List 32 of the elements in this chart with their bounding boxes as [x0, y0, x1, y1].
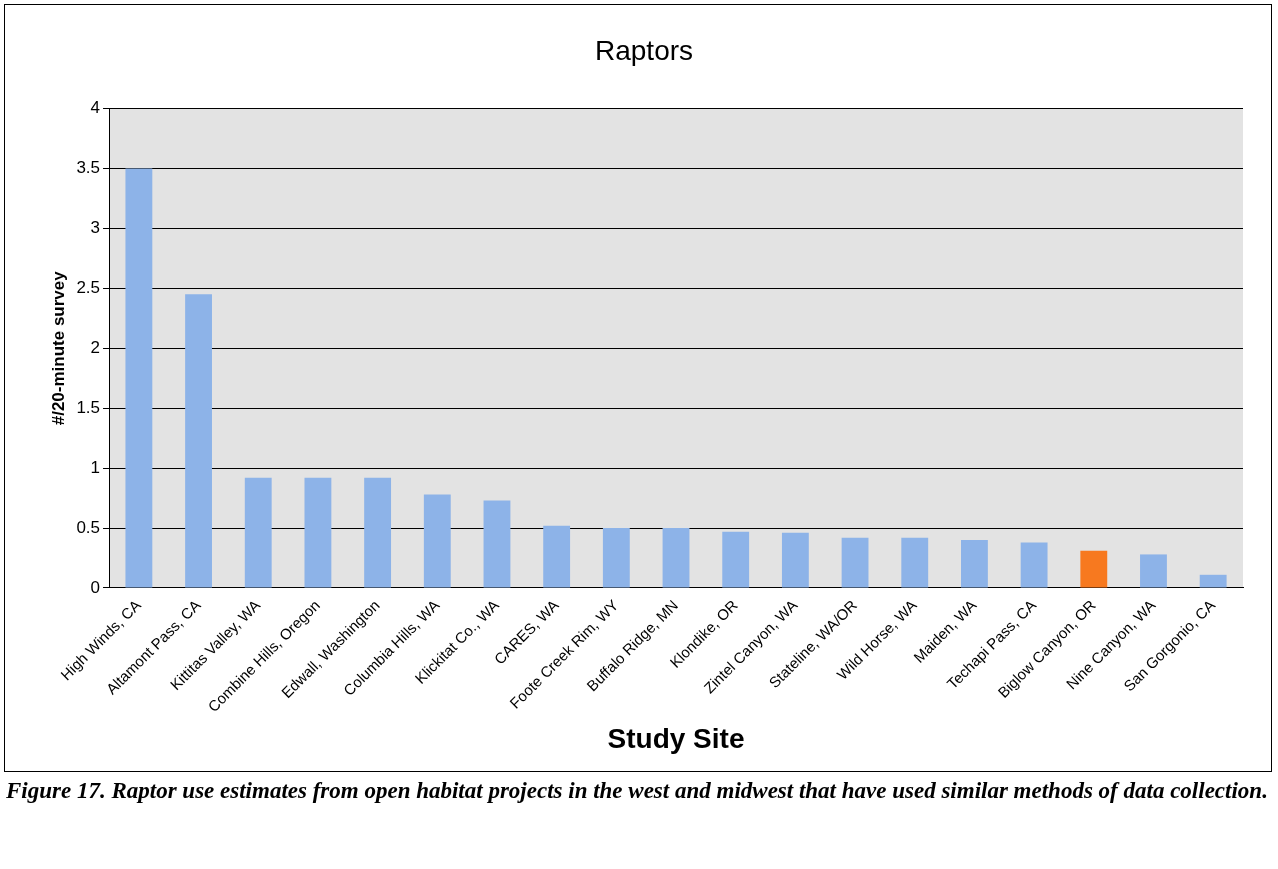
bar [662, 528, 690, 588]
bar [841, 537, 869, 588]
y-tick-label: 4 [90, 98, 101, 118]
y-tick-label: 2 [90, 337, 101, 357]
bar [1140, 554, 1167, 588]
bar [304, 477, 332, 588]
caption: Figure 17. Raptor use estimates from open habitat projects in the west and midwest that have used similar methods of data collection. [6, 778, 1269, 804]
y-tick-label: 1 [90, 457, 101, 477]
chart-title: Raptors [594, 34, 694, 66]
y-tick-label: 0.5 [76, 517, 101, 537]
bar [961, 540, 988, 588]
bar [781, 532, 809, 588]
y-axis-title: #/20-minute survey [48, 270, 68, 426]
y-tick-label: 0 [90, 577, 101, 597]
bar [244, 477, 272, 588]
bar [602, 528, 630, 588]
bar [185, 294, 212, 588]
bar [901, 537, 929, 588]
bar [125, 168, 153, 588]
bar [722, 531, 750, 588]
y-tick-label: 3 [90, 218, 101, 238]
bar [543, 525, 571, 588]
bar [1199, 574, 1227, 588]
y-tick-label: 3.5 [76, 158, 101, 178]
bar [1020, 542, 1048, 588]
bar [423, 494, 451, 588]
bar [483, 500, 511, 588]
x-axis-title: Study Site [607, 722, 745, 754]
bar [364, 477, 392, 588]
y-tick-label: 2.5 [76, 278, 101, 298]
bar [1080, 550, 1108, 588]
y-tick-label: 1.5 [76, 397, 101, 417]
